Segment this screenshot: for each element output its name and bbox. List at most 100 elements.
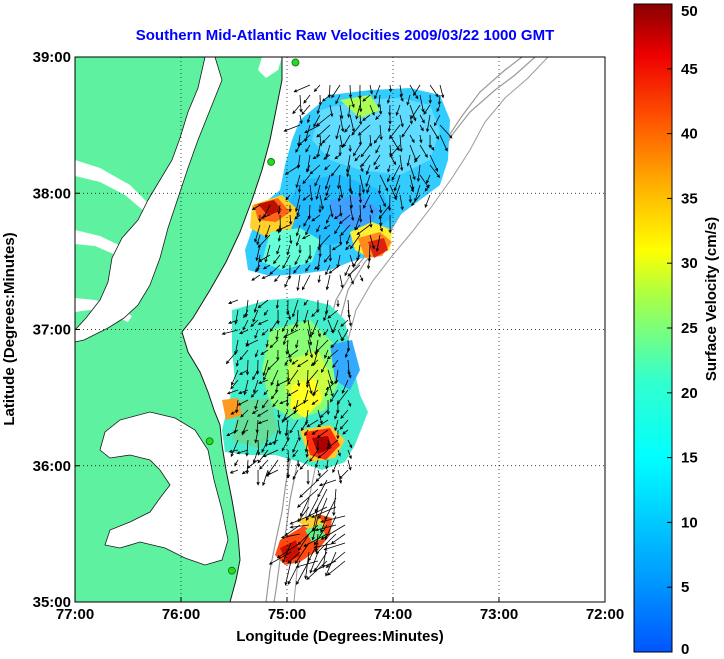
velocity-arrow xyxy=(334,154,341,160)
velocity-arrow xyxy=(311,429,319,435)
velocity-arrow xyxy=(313,114,321,128)
velocity-arrow xyxy=(258,214,262,223)
velocity-arrow xyxy=(323,254,331,263)
velocity-arrow xyxy=(283,124,301,132)
velocity-arrow xyxy=(288,204,292,213)
velocity-arrow xyxy=(340,224,351,236)
velocity-arrow xyxy=(299,114,303,125)
latitude-ticks: 35:00 36:00 37:00 38:00 39:00 xyxy=(33,49,80,611)
velocity-arrow xyxy=(226,389,239,395)
velocity-arrow xyxy=(335,94,341,105)
x-tick-label: 73:00 xyxy=(480,606,518,623)
velocity-arrow xyxy=(310,359,319,367)
velocity-arrow xyxy=(264,244,271,263)
velocity-arrow xyxy=(359,274,364,282)
velocity-arrow xyxy=(311,389,319,396)
velocity-arrow xyxy=(318,497,328,520)
velocity-arrow xyxy=(315,114,331,127)
velocity-arrow xyxy=(312,154,321,160)
velocity-arrow xyxy=(339,469,349,480)
velocity-arrow xyxy=(359,174,365,194)
velocity-arrow xyxy=(314,339,319,356)
velocity-arrow xyxy=(292,449,299,458)
velocity-arrow xyxy=(347,399,352,408)
velocity-arrow xyxy=(349,234,361,250)
colorbar-tick-label: 20 xyxy=(681,385,698,402)
velocity-arrow xyxy=(324,164,331,171)
velocity-arrow xyxy=(319,409,329,419)
velocity-arrow xyxy=(283,409,299,421)
velocity-arrow xyxy=(261,274,271,279)
velocity-arrow xyxy=(373,154,381,166)
velocity-arrow xyxy=(429,154,438,172)
longitude-ticks: 77:00 76:00 75:00 74:00 73:00 72:00 xyxy=(56,597,624,623)
velocity-arrow xyxy=(339,114,345,133)
radar-site-marker xyxy=(205,437,214,446)
velocity-arrow xyxy=(345,234,351,245)
velocity-arrow xyxy=(309,164,321,175)
velocity-arrow xyxy=(388,194,392,212)
velocity-arrow xyxy=(240,409,249,418)
velocity-arrow xyxy=(234,459,239,467)
velocity-arrow xyxy=(295,174,301,189)
colorbar-tick-label: 45 xyxy=(681,61,698,78)
y-tick-label: 35:00 xyxy=(33,594,71,611)
velocity-arrow xyxy=(292,469,299,481)
velocity-arrow xyxy=(317,329,321,338)
velocity-arrow xyxy=(311,506,337,518)
velocity-arrow xyxy=(306,469,310,485)
velocity-arrow xyxy=(313,524,328,546)
velocity-arrow xyxy=(318,94,322,106)
velocity-arrow xyxy=(239,329,249,335)
velocity-arrow xyxy=(273,254,281,265)
velocity-arrow xyxy=(339,204,343,217)
velocity-arrows xyxy=(221,84,453,586)
velocity-arrow xyxy=(349,204,355,222)
velocity-arrow xyxy=(257,419,269,425)
velocity-arrow xyxy=(363,194,371,209)
velocity-arrow xyxy=(378,104,383,115)
velocity-arrow xyxy=(313,542,337,549)
velocity-arrow xyxy=(359,94,363,113)
velocity-arrow xyxy=(297,533,310,552)
velocity-arrow xyxy=(234,309,239,325)
velocity-arrow xyxy=(270,389,279,400)
velocity-arrow xyxy=(339,134,344,149)
velocity-arrow xyxy=(254,224,261,243)
velocity-arrow xyxy=(303,214,311,227)
velocity-arrow xyxy=(408,194,412,204)
velocity-arrow xyxy=(280,533,301,539)
radar-sites xyxy=(205,58,300,575)
velocity-arrow xyxy=(306,419,319,428)
velocity-arrow xyxy=(330,164,341,177)
velocity-arrow xyxy=(315,533,337,555)
velocity-arrow xyxy=(293,264,301,274)
velocity-arrow xyxy=(375,114,381,120)
velocity-arrow xyxy=(315,339,329,353)
velocity-arrow xyxy=(287,389,299,397)
velocity-arrow xyxy=(348,144,352,153)
velocity-arrow xyxy=(289,419,299,434)
velocity-arrow xyxy=(282,542,292,564)
velocity-arrow xyxy=(287,560,301,585)
velocity-arrow xyxy=(284,359,289,367)
velocity-arrow xyxy=(342,429,349,435)
velocity-arrow xyxy=(296,204,301,217)
velocity-arrow xyxy=(279,399,289,404)
velocity-arrow xyxy=(323,542,346,551)
velocity-arrow xyxy=(358,114,363,126)
velocity-arrow xyxy=(374,164,381,170)
velocity-arrow xyxy=(325,379,339,391)
velocity-arrow xyxy=(334,409,339,420)
velocity-arrow xyxy=(344,264,351,277)
velocity-arrow xyxy=(258,379,269,384)
velocity-arrow xyxy=(326,439,339,450)
velocity-arrow xyxy=(292,299,299,318)
velocity-arrow xyxy=(297,429,301,442)
velocity-arrow xyxy=(369,134,373,147)
velocity-arrow xyxy=(285,389,290,407)
velocity-arrow xyxy=(286,449,291,463)
velocity-arrow xyxy=(362,114,371,122)
velocity-arrow xyxy=(320,515,328,533)
